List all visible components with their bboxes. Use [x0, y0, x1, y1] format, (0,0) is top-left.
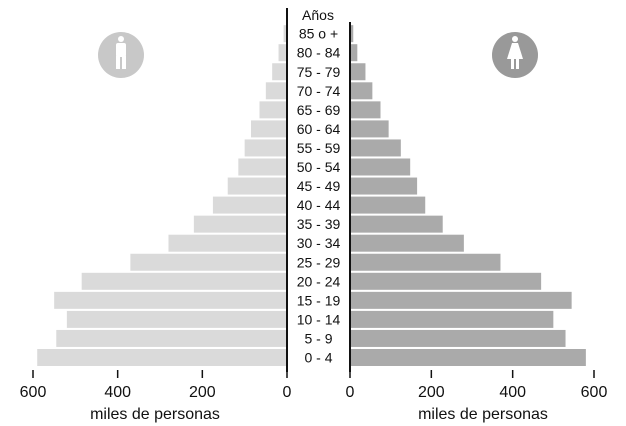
left-tick-label-1: 400	[104, 384, 131, 401]
male-bar-8	[212, 196, 287, 214]
male-bar-11	[244, 139, 287, 157]
female-bar-4	[350, 272, 542, 290]
left-x-axis-label: miles de personas	[90, 406, 220, 423]
age-label-5: 25 - 29	[297, 254, 341, 270]
age-label-17: 85 o +	[299, 26, 338, 42]
female-bar-6	[350, 234, 464, 252]
female-bar-12	[350, 120, 389, 138]
female-bar-11	[350, 139, 401, 157]
age-header: Años	[302, 7, 334, 23]
left-tick-label-3: 0	[283, 384, 292, 401]
right-tick-label-1: 200	[418, 384, 445, 401]
female-bar-5	[350, 253, 501, 271]
age-label-12: 60 - 64	[297, 121, 341, 137]
female-bar-0	[350, 349, 586, 366]
female-bar-3	[350, 291, 572, 309]
female-bar-9	[350, 177, 418, 195]
age-label-15: 75 - 79	[297, 64, 341, 80]
female-bar-8	[350, 196, 426, 214]
male-bars	[37, 25, 288, 366]
age-label-14: 70 - 74	[297, 83, 341, 99]
female-bar-13	[350, 101, 381, 119]
age-labels: 0 - 4 5 - 9 10 - 14 15 - 19 20 - 24 25 - 29 30…	[297, 26, 341, 366]
age-label-2: 10 - 14	[297, 311, 341, 327]
left-tick-label-0: 600	[20, 384, 47, 401]
age-label-9: 45 - 49	[297, 178, 341, 194]
male-bar-6	[168, 234, 287, 252]
age-label-13: 65 - 69	[297, 102, 341, 118]
female-bar-2	[350, 310, 554, 328]
left-x-ticks: 600 400 200 0	[20, 370, 292, 401]
male-bar-0	[37, 349, 287, 366]
age-label-3: 15 - 19	[297, 292, 341, 308]
male-bar-9	[227, 177, 287, 195]
male-bar-3	[54, 291, 287, 309]
female-bar-14	[350, 82, 373, 100]
male-bar-14	[265, 82, 287, 100]
right-tick-label-3: 600	[581, 384, 608, 401]
right-x-axis-label: miles de personas	[418, 406, 548, 423]
female-bars	[350, 25, 586, 366]
female-bar-7	[350, 215, 443, 233]
male-bar-1	[56, 329, 288, 347]
left-tick-label-2: 200	[189, 384, 216, 401]
age-label-4: 20 - 24	[297, 273, 341, 289]
right-tick-label-0: 0	[346, 384, 355, 401]
female-person-icon	[492, 32, 538, 78]
right-x-ticks: 0 200 400 600	[346, 370, 608, 401]
male-bar-5	[130, 253, 287, 271]
right-tick-label-2: 400	[499, 384, 526, 401]
male-bar-15	[272, 63, 287, 81]
male-bar-13	[259, 101, 287, 119]
female-bar-1	[350, 329, 566, 347]
male-bar-4	[81, 272, 287, 290]
male-person-icon	[98, 32, 144, 78]
age-label-16: 80 - 84	[297, 45, 341, 61]
male-bar-16	[278, 44, 287, 62]
age-label-6: 30 - 34	[297, 235, 341, 251]
female-bar-17	[350, 25, 354, 43]
male-bar-17	[283, 25, 287, 43]
male-bar-10	[238, 158, 287, 176]
male-bar-7	[193, 215, 287, 233]
age-label-7: 35 - 39	[297, 216, 341, 232]
male-bar-2	[66, 310, 287, 328]
age-label-0: 0 - 4	[304, 350, 332, 366]
female-bar-10	[350, 158, 411, 176]
age-label-8: 40 - 44	[297, 197, 341, 213]
age-label-10: 50 - 54	[297, 159, 341, 175]
female-bar-15	[350, 63, 366, 81]
age-label-11: 55 - 59	[297, 140, 341, 156]
age-label-1: 5 - 9	[304, 330, 332, 346]
female-bar-16	[350, 44, 358, 62]
male-bar-12	[251, 120, 287, 138]
